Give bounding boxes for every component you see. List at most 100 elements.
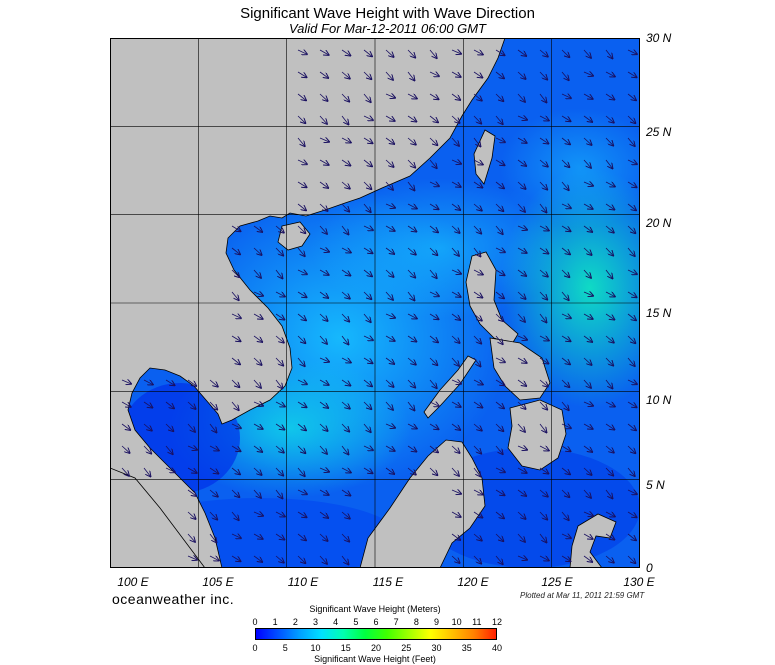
wave-direction-arrow: [627, 137, 635, 146]
wave-direction-arrow: [583, 182, 593, 186]
wave-direction-arrow: [539, 446, 549, 451]
land-sumatra: [110, 467, 206, 568]
wave-direction-arrow: [385, 269, 394, 277]
wave-direction-arrow: [495, 181, 504, 188]
wave-direction-arrow: [319, 445, 327, 454]
wave-direction-arrow: [627, 511, 636, 517]
wave-direction-arrow: [583, 247, 592, 255]
legend-meter-tick: 0: [252, 617, 258, 627]
land-mainland-asia: [110, 38, 506, 568]
wave-direction-arrow: [209, 556, 219, 561]
wave-direction-arrow: [517, 511, 526, 519]
wave-direction-arrow: [385, 159, 394, 167]
wave-direction-arrow: [517, 357, 527, 363]
wave-direction-arrow: [231, 445, 240, 451]
wave-direction-arrow: [517, 116, 527, 120]
wave-direction-arrow: [297, 313, 306, 320]
wave-direction-arrow: [363, 116, 373, 120]
wave-direction-arrow: [605, 357, 613, 365]
wave-direction-arrow: [561, 94, 571, 98]
wave-direction-arrow: [605, 159, 612, 168]
wave-direction-arrow: [539, 511, 547, 519]
wave-direction-arrow: [451, 181, 461, 187]
wave-direction-arrow: [231, 225, 240, 231]
wave-direction-arrow: [561, 534, 571, 538]
lat-label-15n: 15 N: [646, 306, 672, 320]
wave-direction-arrow: [187, 467, 197, 473]
wave-direction-arrow: [319, 225, 327, 234]
wave-direction-arrow: [319, 248, 329, 252]
wave-direction-arrow: [583, 292, 593, 296]
wave-direction-arrow: [429, 247, 437, 255]
wave-direction-arrow: [561, 401, 569, 410]
wave-direction-arrow: [385, 137, 394, 144]
wave-direction-arrow: [605, 115, 614, 123]
wave-direction-arrow: [429, 93, 438, 99]
wave-direction-arrow: [495, 335, 503, 344]
wave-direction-arrow: [297, 225, 305, 233]
wave-direction-arrow: [473, 335, 481, 343]
wave-direction-arrow: [473, 181, 482, 188]
wave-direction-arrow: [253, 512, 263, 516]
wave-direction-arrow: [627, 357, 635, 366]
wave-direction-arrow: [539, 203, 546, 212]
wave-direction-arrow: [539, 291, 547, 299]
wave-direction-arrow: [451, 555, 460, 563]
wave-direction-arrow: [583, 72, 593, 76]
lat-label-30n: 30 N: [646, 31, 672, 45]
wave-direction-arrow: [605, 93, 614, 100]
legend-feet-tick: 35: [461, 643, 472, 653]
wave-direction-arrow: [451, 357, 459, 366]
wave-direction-arrow: [407, 49, 415, 57]
wave-direction-arrow: [583, 423, 593, 429]
wave-direction-arrow: [451, 445, 460, 453]
wave-direction-arrow: [363, 247, 372, 253]
wave-direction-arrow: [341, 445, 348, 454]
wave-direction-arrow: [539, 226, 549, 231]
wave-direction-arrow: [297, 511, 306, 517]
legend-title-meters: Significant Wave Height (Meters): [309, 604, 441, 614]
wave-direction-arrow: [209, 379, 218, 387]
wave-direction-arrow: [341, 555, 348, 564]
wave-direction-arrow: [429, 72, 439, 76]
lat-label-10n: 10 N: [646, 393, 672, 407]
wave-direction-arrow: [319, 379, 329, 385]
lon-label-100e: 100 E: [117, 575, 149, 589]
wave-direction-arrow: [517, 203, 525, 212]
wave-direction-arrow: [561, 379, 569, 387]
wave-direction-arrow: [319, 71, 328, 78]
wave-direction-arrow: [297, 380, 307, 384]
wave-direction-arrow: [297, 445, 305, 453]
wave-direction-arrow: [187, 446, 197, 450]
wave-direction-arrow: [517, 269, 526, 276]
wave-direction-arrow: [517, 401, 526, 409]
wave-direction-arrow: [121, 445, 130, 453]
wave-direction-arrow: [451, 313, 460, 320]
wave-direction-arrow: [473, 533, 482, 541]
wave-direction-arrow: [297, 291, 306, 297]
wave-direction-arrow: [473, 270, 483, 275]
wave-direction-arrow: [605, 49, 612, 58]
wave-direction-arrow: [429, 313, 438, 319]
wave-direction-arrow: [429, 292, 439, 296]
wave-direction-arrow: [385, 357, 394, 364]
wave-direction-arrow: [253, 313, 263, 319]
wave-direction-arrow: [539, 357, 548, 364]
wave-direction-arrow: [429, 137, 437, 145]
wave-direction-arrow: [517, 379, 526, 386]
wave-direction-arrow: [561, 335, 570, 341]
wave-direction-arrow: [627, 50, 637, 54]
wave-direction-arrow: [517, 489, 526, 496]
wave-direction-arrow: [517, 336, 527, 340]
wave-direction-arrow: [473, 291, 482, 298]
wave-direction-arrow: [539, 401, 547, 409]
legend-color-bar: [255, 628, 497, 640]
wave-direction-arrow: [451, 50, 461, 54]
wave-direction-arrow: [627, 71, 636, 77]
wave-direction-arrow: [341, 138, 351, 143]
wave-direction-arrow: [627, 160, 637, 164]
wave-direction-arrow: [539, 116, 549, 121]
wave-direction-arrow: [319, 269, 329, 275]
wave-direction-arrow: [605, 225, 614, 233]
wave-direction-arrow: [605, 379, 612, 388]
